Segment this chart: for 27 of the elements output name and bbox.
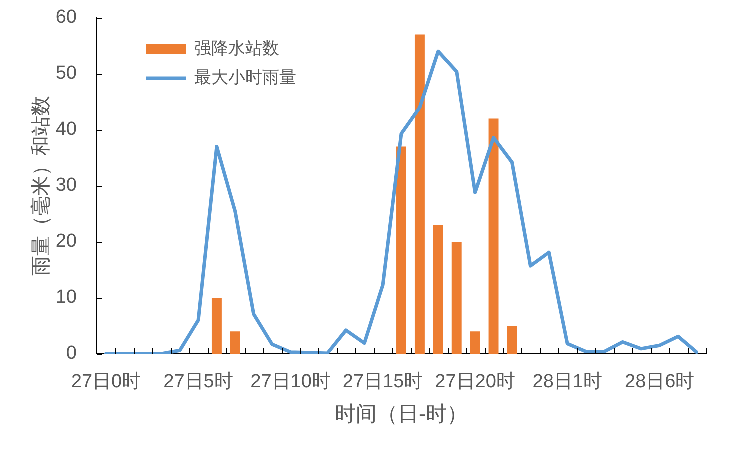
- y-tick-label: 30: [56, 175, 77, 196]
- y-tick-label: 0: [66, 343, 77, 364]
- y-tick-label: 40: [56, 119, 77, 140]
- y-tick-label: 10: [56, 287, 77, 308]
- legend-label: 最大小时雨量: [194, 68, 296, 88]
- bar: [470, 332, 480, 354]
- y-tick-label: 20: [56, 231, 77, 252]
- x-tick-label: 27日5时: [164, 372, 234, 393]
- bar: [414, 34, 425, 354]
- x-tick-label: 28日1时: [532, 372, 602, 393]
- y-axis-title: 雨量（毫米）和站数: [30, 96, 53, 276]
- x-axis-title: 时间（日-时）: [335, 403, 468, 426]
- bar: [507, 326, 518, 354]
- bar: [452, 242, 462, 354]
- legend-label: 强降水站数: [194, 39, 280, 58]
- x-tick-label: 27日20时: [435, 372, 516, 393]
- x-tick-label: 27日15时: [342, 372, 424, 393]
- bar: [230, 332, 240, 354]
- bar: [488, 118, 499, 354]
- bar: [433, 225, 444, 354]
- bar: [396, 146, 406, 354]
- x-tick-label: 27日0时: [71, 372, 142, 393]
- y-tick-label: 60: [56, 7, 77, 28]
- y-tick-label: 50: [56, 63, 77, 84]
- x-tick-label: 27日10时: [250, 372, 331, 393]
- bar: [212, 298, 222, 354]
- x-tick-label: 28日6时: [625, 372, 695, 393]
